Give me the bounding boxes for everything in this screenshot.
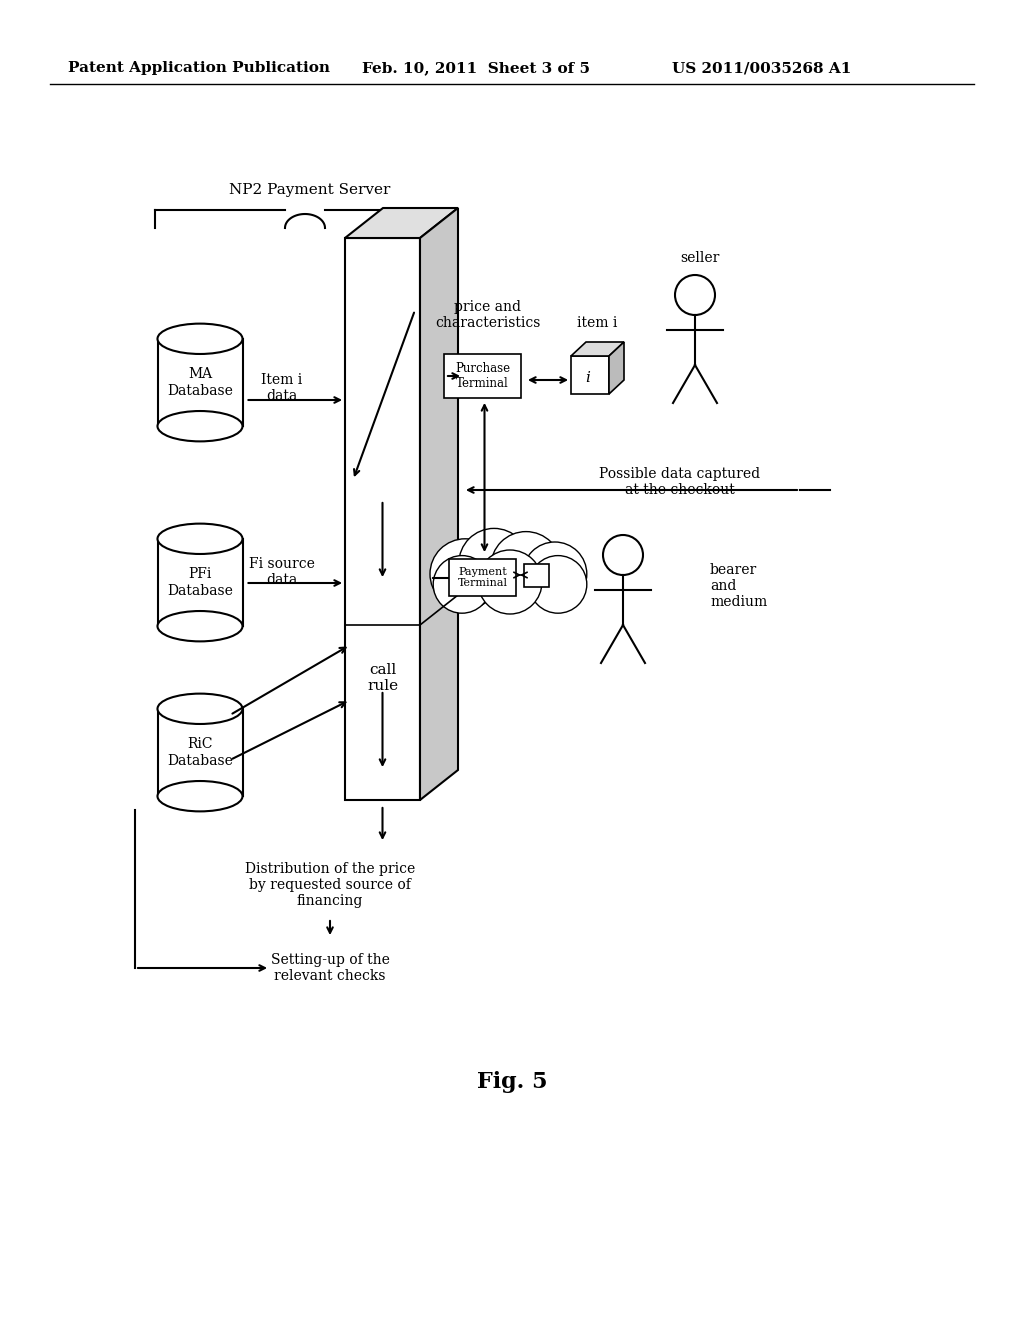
Text: item i: item i <box>577 315 617 330</box>
Polygon shape <box>609 342 624 393</box>
Polygon shape <box>158 539 243 626</box>
Ellipse shape <box>158 611 243 642</box>
Ellipse shape <box>158 411 243 441</box>
Text: price and
characteristics: price and characteristics <box>435 300 541 330</box>
Circle shape <box>430 539 501 610</box>
Text: Payment
Terminal: Payment Terminal <box>458 566 508 589</box>
Text: Purchase
Terminal: Purchase Terminal <box>455 362 510 389</box>
Polygon shape <box>345 238 420 800</box>
Text: Feb. 10, 2011  Sheet 3 of 5: Feb. 10, 2011 Sheet 3 of 5 <box>362 61 590 75</box>
Text: PFi
Database: PFi Database <box>167 568 232 598</box>
Polygon shape <box>158 709 243 796</box>
FancyBboxPatch shape <box>449 558 516 597</box>
FancyBboxPatch shape <box>523 564 549 586</box>
Text: i: i <box>586 371 591 385</box>
Polygon shape <box>571 356 609 393</box>
Text: seller: seller <box>680 251 720 265</box>
Circle shape <box>478 550 542 614</box>
Circle shape <box>490 532 561 602</box>
Ellipse shape <box>158 781 243 812</box>
Text: NP2 Payment Server: NP2 Payment Server <box>229 183 391 197</box>
Polygon shape <box>158 339 243 426</box>
Circle shape <box>433 556 490 614</box>
Text: bearer
and
medium: bearer and medium <box>710 562 767 610</box>
Ellipse shape <box>158 524 243 554</box>
FancyBboxPatch shape <box>444 354 521 399</box>
Text: Fig. 5: Fig. 5 <box>477 1071 547 1093</box>
Polygon shape <box>571 342 624 356</box>
Text: MA
Database: MA Database <box>167 367 232 397</box>
Text: US 2011/0035268 A1: US 2011/0035268 A1 <box>672 61 851 75</box>
Text: call
rule: call rule <box>367 663 398 693</box>
Polygon shape <box>420 209 458 800</box>
Ellipse shape <box>158 693 243 723</box>
Text: Patent Application Publication: Patent Application Publication <box>68 61 330 75</box>
Polygon shape <box>345 209 458 238</box>
Text: Distribution of the price
by requested source of
financing: Distribution of the price by requested s… <box>245 862 415 908</box>
Text: Fi source
data: Fi source data <box>249 557 315 587</box>
Text: Possible data captured
at the checkout: Possible data captured at the checkout <box>599 467 761 498</box>
Text: Item i
data: Item i data <box>261 372 303 403</box>
Text: Setting-up of the
relevant checks: Setting-up of the relevant checks <box>270 953 389 983</box>
Circle shape <box>459 528 529 599</box>
Ellipse shape <box>158 323 243 354</box>
Circle shape <box>529 556 587 614</box>
Text: RiC
Database: RiC Database <box>167 738 232 768</box>
Circle shape <box>523 543 587 606</box>
